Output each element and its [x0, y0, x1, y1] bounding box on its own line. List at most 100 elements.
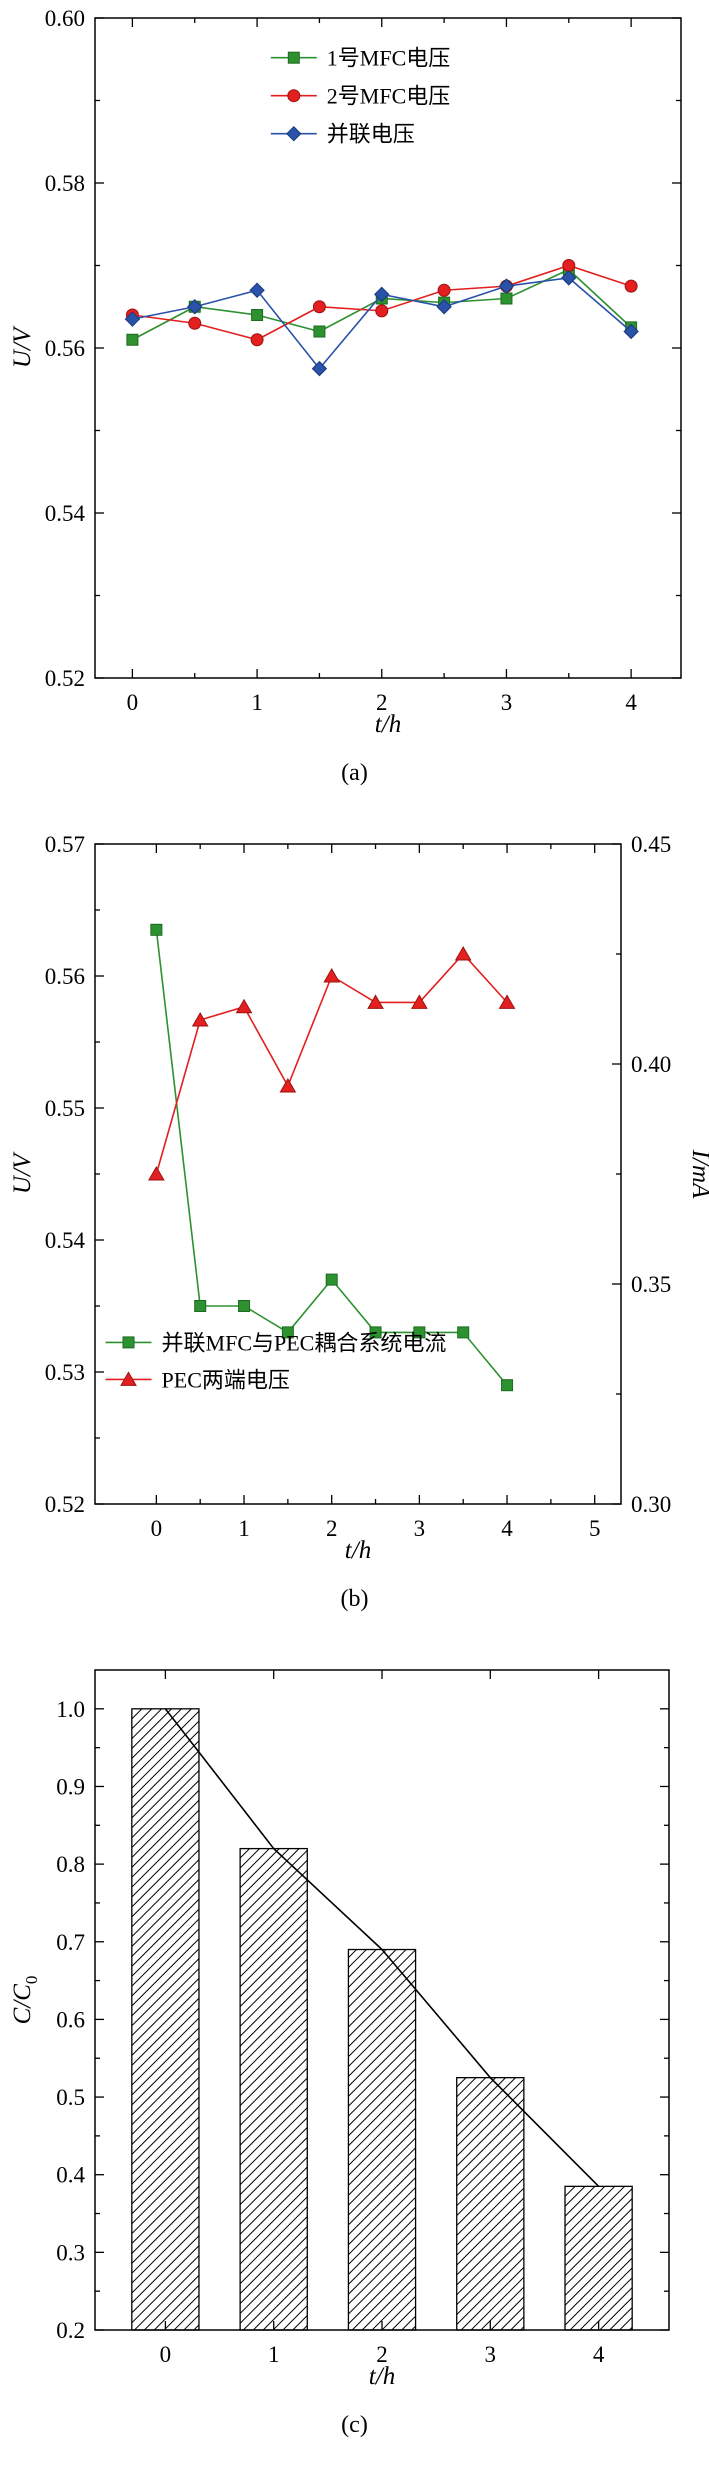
diamond-marker: [374, 286, 390, 303]
legend-label: 并联MFC与PEC耦合系统电流: [162, 1330, 447, 1355]
square-marker: [281, 1326, 294, 1339]
legend-label: 2号MFC电压: [327, 84, 450, 109]
x-tick-label: 4: [625, 690, 637, 715]
square-marker: [194, 1300, 207, 1312]
x-tick-label: 0: [151, 1516, 163, 1541]
y-axis-label: C/C0: [9, 1976, 41, 2025]
y-tick-label: 0.54: [45, 501, 86, 526]
triangle-marker: [323, 967, 341, 983]
y-tick-label: 0.7: [56, 1930, 85, 1955]
diamond-marker: [498, 278, 515, 294]
y-tick-label: 0.8: [56, 1852, 85, 1877]
diamond-marker: [286, 125, 302, 142]
x-tick-label: 4: [593, 2342, 605, 2367]
y2-tick-label: 0.30: [631, 1492, 671, 1517]
x-axis-label: t/h: [375, 711, 401, 738]
y-tick-label: 0.9: [56, 1774, 85, 1799]
legend-label: 1号MFC电压: [327, 46, 450, 71]
square-marker: [313, 325, 326, 338]
x-axis-label: t/h: [345, 1537, 371, 1564]
y-tick-label: 0.6: [56, 2007, 85, 2032]
triangle-marker: [498, 994, 516, 1009]
circle-marker: [624, 279, 638, 293]
plot-border: [94, 17, 682, 679]
y-tick-label: 0.5: [56, 2085, 85, 2110]
y-tick-label: 0.57: [45, 832, 85, 857]
y-tick-label: 0.2: [56, 2318, 85, 2343]
x-tick-label: 2: [376, 690, 388, 715]
bar: [347, 1948, 417, 2331]
plot-border: [94, 843, 622, 1505]
series-line: [155, 952, 508, 1175]
diamond-marker: [124, 311, 141, 327]
circle-marker: [312, 300, 326, 314]
bar: [131, 1708, 200, 2331]
circle-marker: [375, 304, 389, 318]
chart-a-canvas: 0 1 2 3 4 0.52 0.54 0.56 0.58 0.60 t/h U/V 1号MFC电压 2号…: [9, 6, 682, 738]
x-tick-label: 2: [326, 1516, 338, 1541]
x-tick-label: 1: [251, 690, 263, 715]
square-marker: [126, 333, 139, 346]
square-marker: [287, 51, 300, 64]
caption-a: (a): [341, 760, 368, 786]
y-tick-label: 0.55: [45, 1096, 85, 1121]
circle-marker: [287, 89, 301, 103]
chart-b-canvas: 0 1 2 3 4 5 0.52 0.53 0.54 0.55 0.56 0.57 0.30 0.35 0.…: [9, 832, 709, 1564]
y-tick-label: 1.0: [56, 1697, 85, 1722]
legend: 并联MFC与PEC耦合系统电流 PEC两端电压: [105, 1330, 447, 1392]
circle-marker: [562, 259, 576, 272]
triangle-marker: [411, 994, 428, 1009]
chart-c-canvas: 0 1 2 3 4 0.2 0.3 0.4 0.5 0.6 0.7 0.8 0.9 1.0 t/h C/C0: [9, 1669, 670, 2390]
x-tick-label: 5: [589, 1516, 601, 1541]
bar: [564, 2185, 633, 2331]
x-tick-label: 2: [376, 2342, 388, 2367]
diamond-marker: [187, 299, 203, 315]
x-tick-label: 1: [238, 1516, 250, 1541]
y-tick-label: 0.4: [56, 2163, 85, 2188]
square-marker: [501, 1379, 514, 1392]
panel-b: 0 1 2 3 4 5 0.52 0.53 0.54 0.55 0.56 0.57 0.30 0.35 0.…: [0, 826, 709, 1652]
square-marker: [457, 1326, 470, 1339]
legend-label: PEC两端电压: [162, 1367, 290, 1392]
y-tick-label: 0.56: [45, 964, 85, 989]
y-tick-label: 0.52: [45, 1492, 85, 1517]
y-axis-label: U/V: [9, 1151, 36, 1194]
circle-marker: [250, 333, 264, 347]
x-tick-label: 4: [501, 1516, 513, 1541]
triangle-marker: [148, 1165, 165, 1181]
y2-tick-label: 0.35: [631, 1272, 671, 1297]
y-tick-label: 0.56: [45, 336, 85, 361]
square-marker: [251, 309, 264, 321]
y-tick-label: 0.53: [45, 1360, 85, 1385]
series-line: [155, 929, 508, 1386]
x-tick-label: 3: [485, 2342, 497, 2367]
x-axis-label: t/h: [369, 2363, 395, 2390]
triangle-marker: [191, 1011, 209, 1027]
bar: [456, 2076, 525, 2331]
y-axis-label: U/V: [9, 325, 36, 368]
circle-marker: [188, 316, 202, 330]
series-line: [164, 1708, 600, 2187]
y-tick-label: 0.52: [45, 666, 85, 691]
diamond-marker: [561, 270, 577, 286]
square-marker: [122, 1336, 135, 1349]
triangle-marker: [367, 994, 384, 1009]
circle-marker: [437, 283, 451, 297]
y2-tick-label: 0.45: [631, 832, 671, 857]
triangle-marker: [235, 998, 253, 1014]
panel-a: 0 1 2 3 4 0.52 0.54 0.56 0.58 0.60 t/h U/V 1号MFC电压 2号…: [0, 0, 709, 826]
x-tick-label: 0: [160, 2342, 172, 2367]
square-marker: [238, 1300, 251, 1312]
diamond-marker: [249, 282, 265, 298]
y-tick-label: 0.58: [45, 171, 85, 196]
x-tick-label: 1: [268, 2342, 280, 2367]
square-marker: [500, 292, 513, 305]
diamond-marker: [311, 360, 328, 377]
square-marker: [325, 1273, 338, 1286]
caption-b: (b): [340, 1586, 369, 1612]
square-marker: [413, 1326, 426, 1339]
y2-tick-label: 0.40: [631, 1052, 671, 1077]
